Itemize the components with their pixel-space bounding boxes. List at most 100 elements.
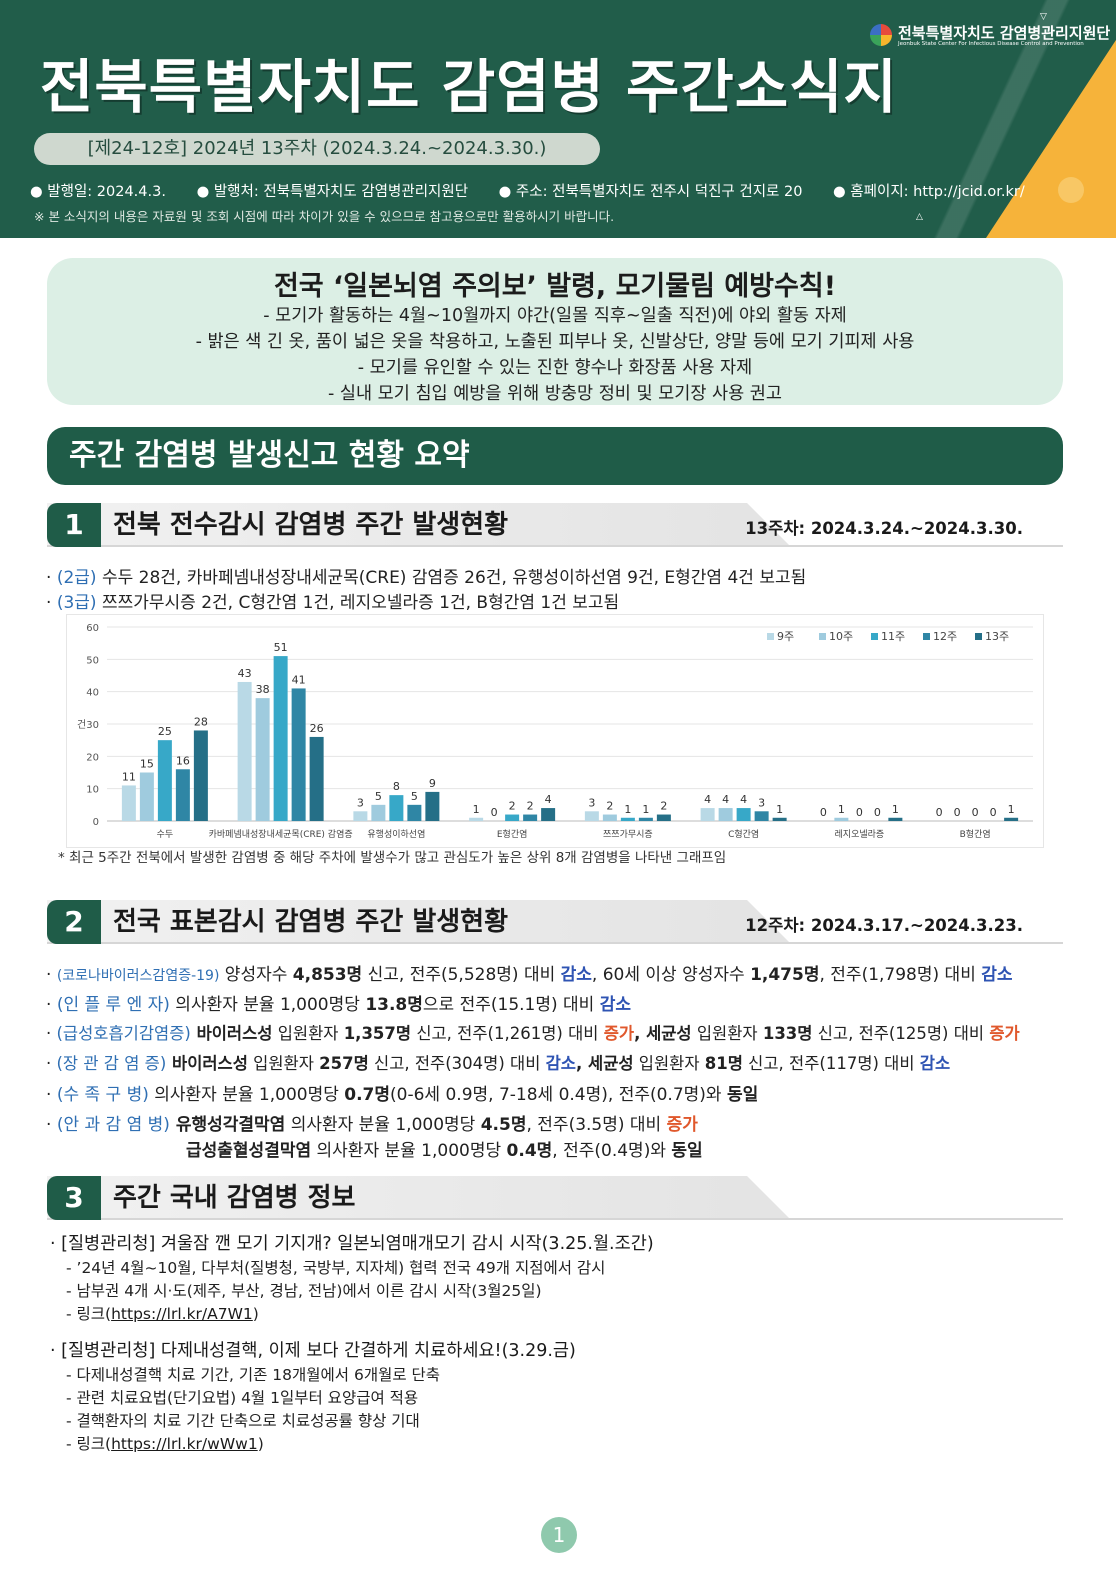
section-header-bar-cut <box>747 1176 791 1220</box>
legend-swatch <box>975 633 982 640</box>
row-text: 의사환자 분율 1,000명당 <box>311 1141 507 1161</box>
legend-swatch <box>767 633 774 640</box>
chart-bar <box>505 814 520 821</box>
news-item-link-line: - 링크(https://lrl.kr/wWw1) <box>66 1432 264 1454</box>
section-number: 3 <box>47 1176 101 1220</box>
chart-bar <box>638 817 653 821</box>
bar-value-label: 28 <box>194 715 208 728</box>
bar-value-label: 5 <box>411 790 418 803</box>
issue-badge: [제24-12호] 2024년 13주차 (2024.3.24.~2024.3.… <box>34 133 600 165</box>
chart-bar <box>834 817 849 821</box>
row-text: 신고, 전주(117명) 대비 <box>742 1054 920 1073</box>
bar-value-label: 2 <box>509 800 516 813</box>
chart-bar <box>407 804 422 821</box>
trend-badge: 증가 <box>666 1115 698 1135</box>
news-item-line: - 결핵환자의 치료 기간 단축으로 치료성공률 향상 기대 <box>66 1412 420 1430</box>
news-item-1-link[interactable]: https://lrl.kr/A7W1 <box>111 1305 253 1323</box>
chart-bar <box>602 814 617 821</box>
row-text: 의사환자 분율 1,000명당 <box>148 1085 345 1105</box>
bar-value-label: 3 <box>588 796 595 809</box>
homepage-link[interactable]: ● 홈페이지: http://jcid.or.kr/ <box>833 184 1025 200</box>
notice-title: 전국 ‘일본뇌염 주의보’ 발령, 모기물림 예방수칙! <box>273 271 837 302</box>
row-subtype: , 세균성 <box>634 1024 692 1043</box>
bar-value-label: 25 <box>158 725 172 738</box>
section-title: 전국 표본감시 감염병 주간 발생현황 <box>113 907 509 937</box>
chart-bar <box>425 791 440 821</box>
row-text: (0-6세 0.9명, 7-18세 0.4명), 전주(0.7명)와 <box>390 1085 727 1105</box>
bar-value-label: 15 <box>140 758 154 771</box>
publisher: ● 발행처: 전북특별자치도 감염병관리지원단 <box>196 184 469 200</box>
org-logo-icon <box>870 24 892 46</box>
row-value: 133명 <box>762 1024 813 1043</box>
bar-value-label: 8 <box>393 780 400 793</box>
published-date: ● 발행일: 2024.4.3. <box>30 184 166 200</box>
section-header-line <box>47 1218 1063 1220</box>
chart-bar <box>656 814 671 821</box>
bar-value-label: 26 <box>310 722 324 735</box>
disease-category: (수 족 구 병) <box>56 1085 149 1105</box>
row-value: 0.7명 <box>344 1085 391 1105</box>
bar-value-label: 0 <box>874 806 881 819</box>
header-yellow-decoration <box>986 40 1116 238</box>
triangle-up-icon: △ <box>916 212 923 222</box>
chart-bar <box>469 817 484 821</box>
covid-row: · (코로나바이러스감염증-19) 양성자수 4,853명 신고, 전주(5,5… <box>46 965 1013 985</box>
trend-badge: 감소 <box>599 995 631 1015</box>
notice-line: - 실내 모기 침입 예방을 위해 방충망 정비 및 모기장 사용 권고 <box>328 384 782 404</box>
row-text: 입원환자 <box>272 1024 344 1043</box>
news-item-line: - 다제내성결핵 치료 기간, 기존 18개월에서 6개월로 단축 <box>66 1366 441 1384</box>
news-item-line: - ’24년 4월~10월, 다부처(질병청, 국방부, 지자체) 협력 전국 … <box>66 1259 606 1277</box>
chart-bar <box>754 811 769 821</box>
row-text: 신고, 전주(5,528명) 대비 <box>362 965 561 985</box>
trend-badge: 증가 <box>989 1024 1020 1043</box>
row-value: 257명 <box>319 1054 369 1073</box>
chart-bar <box>175 769 190 821</box>
row-subtype: 급성출혈성결막염 <box>186 1141 312 1161</box>
bar-value-label: 4 <box>740 793 747 806</box>
row-text: 신고, 전주(125명) 대비 <box>812 1024 990 1043</box>
chart-bar <box>273 656 288 821</box>
row-value: 13.8명 <box>365 995 423 1015</box>
chart-svg: 0102030405060건1115251628수두4338514126카바페넴… <box>77 623 1033 840</box>
row-text: 으로 전주(15.1명) 대비 <box>422 995 600 1015</box>
bar-value-label: 1 <box>624 803 631 816</box>
disease-category: (장 관 감 염 증) <box>56 1054 167 1073</box>
bar-value-label: 0 <box>954 806 961 819</box>
news-item-link-line: - 링크(https://lrl.kr/A7W1) <box>66 1302 259 1324</box>
row-text: , 전주(1,798명) 대비 <box>819 965 982 985</box>
notice-line: - 밝은 색 긴 옷, 품이 넓은 옷을 착용하고, 노출된 피부나 옷, 신발… <box>195 332 915 352</box>
x-tick-label: 수두 <box>157 829 174 840</box>
section-title: 전북 전수감시 감염병 주간 발생현황 <box>113 510 509 540</box>
notice-line: - 모기가 활동하는 4월~10월까지 야간(일몰 직후~일출 직전)에 야외 … <box>263 306 847 326</box>
chart-bar <box>353 811 368 821</box>
section-number: 2 <box>47 900 101 944</box>
x-tick-label: 쯔쯔가무시증 <box>603 829 653 840</box>
respiratory-row: · (급성호흡기감염증) 바이러스성 입원환자 1,357명 신고, 전주(1,… <box>46 1024 1020 1043</box>
news-item-2-link[interactable]: https://lrl.kr/wWw1 <box>111 1435 258 1453</box>
row-text: 입원환자 <box>633 1054 705 1073</box>
bar-value-label: 3 <box>357 796 364 809</box>
bar-value-label: 11 <box>122 770 136 783</box>
chart-bar <box>371 804 386 821</box>
grade-text: 쯔쯔가무시증 2건, C형간염 1건, 레지오넬라증 1건, B형간염 1건 보… <box>96 593 620 613</box>
row-text: 입원환자 <box>247 1054 320 1073</box>
bar-value-label: 1 <box>892 803 899 816</box>
bar-value-label: 4 <box>722 793 729 806</box>
link-suffix: ) <box>252 1305 259 1323</box>
disease-category: (코로나바이러스감염증-19) <box>56 968 220 984</box>
trend-badge: 감소 <box>981 965 1013 985</box>
grade-text: 수두 28건, 카바페넴내성장내세균목(CRE) 감염증 26건, 유행성이하선… <box>96 568 807 588</box>
weekly-cases-chart: 0 10 20 30 40 50 60 건 11 15 25 16 28 수두 43 38 51 41 26 카바페넴… <box>66 614 1044 848</box>
bar-value-label: 0 <box>990 806 997 819</box>
y-tick-label: 20 <box>86 752 99 763</box>
bar-value-label: 0 <box>491 806 498 819</box>
section-2-header: 2 전국 표본감시 감염병 주간 발생현황 12주차: 2024.3.17.~2… <box>47 900 1063 944</box>
bar-value-label: 4 <box>704 793 711 806</box>
row-subtype: 유행성각결막염 <box>169 1115 286 1135</box>
chart-bar <box>620 817 635 821</box>
legend-label: 12주 <box>933 630 957 643</box>
section-1-header: 1 전북 전수감시 감염병 주간 발생현황 13주차: 2024.3.24.~2… <box>47 503 1063 547</box>
trend-badge: 동일 <box>671 1141 703 1161</box>
chart-bar <box>255 698 270 821</box>
bar-value-label: 1 <box>776 803 783 816</box>
